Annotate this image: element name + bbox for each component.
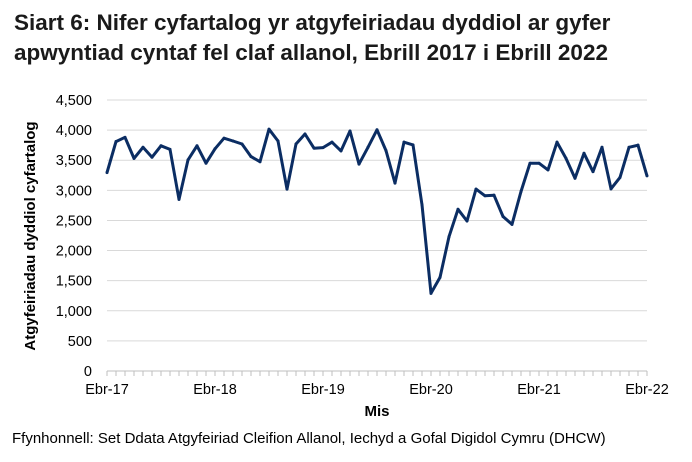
y-tick-label: 3,500: [56, 153, 92, 169]
data-point: [447, 235, 451, 239]
y-tick-label: 2,000: [56, 244, 92, 260]
data-point: [627, 145, 631, 149]
data-point: [150, 155, 154, 159]
y-tick-label: 2,500: [56, 213, 92, 229]
data-point: [564, 156, 568, 160]
data-point: [474, 187, 478, 191]
data-point: [231, 139, 235, 143]
x-tick-label: Ebr-17: [85, 382, 129, 398]
data-point: [339, 149, 343, 153]
data-point: [105, 171, 109, 175]
data-point: [402, 140, 406, 144]
x-tick-label: Ebr-21: [517, 382, 561, 398]
chart-title-line1: Siart 6: Nifer cyfartalog yr atgyfeiriad…: [14, 10, 611, 35]
data-point: [123, 135, 127, 139]
data-point: [456, 207, 460, 211]
data-point: [420, 203, 424, 207]
data-point: [600, 145, 604, 149]
data-point: [591, 170, 595, 174]
y-tick-label: 3,000: [56, 183, 92, 199]
y-tick-label: 0: [84, 364, 92, 380]
data-point: [222, 136, 226, 140]
data-point: [303, 132, 307, 136]
data-point: [537, 161, 541, 165]
data-point: [528, 161, 532, 165]
data-point: [141, 145, 145, 149]
data-point: [312, 146, 316, 150]
data-point: [429, 291, 433, 295]
y-tick-label: 500: [68, 334, 92, 350]
data-point: [609, 187, 613, 191]
x-axis-title: Mis: [364, 403, 389, 420]
data-point: [519, 190, 523, 194]
data-point: [636, 143, 640, 147]
data-point: [573, 176, 577, 180]
data-point: [159, 144, 163, 148]
data-point: [483, 194, 487, 198]
data-point: [195, 144, 199, 148]
y-tick-label: 4,500: [56, 93, 92, 109]
data-point: [393, 181, 397, 185]
data-point: [267, 127, 271, 131]
data-point: [186, 158, 190, 162]
data-point: [465, 219, 469, 223]
x-tick-label: Ebr-18: [193, 382, 237, 398]
chart-title-line2: apwyntiad cyntaf fel claf allanol, Ebril…: [14, 40, 608, 65]
data-point: [258, 160, 262, 164]
data-point: [384, 149, 388, 153]
data-point: [132, 156, 136, 160]
data-point: [294, 142, 298, 146]
data-point: [321, 146, 325, 150]
data-point: [177, 197, 181, 201]
data-point: [348, 129, 352, 133]
source-note: Ffynhonnell: Set Ddata Atgyfeiriad Cleif…: [12, 430, 606, 447]
y-tick-label: 1,000: [56, 304, 92, 320]
x-tick-label: Ebr-20: [409, 382, 453, 398]
data-point: [249, 155, 253, 159]
data-point: [546, 168, 550, 172]
chart-title: Siart 6: Nifer cyfartalog yr atgyfeiriad…: [14, 8, 610, 68]
data-point: [204, 161, 208, 165]
y-tick-label: 4,000: [56, 123, 92, 139]
data-point: [582, 151, 586, 155]
y-tick-label: 1,500: [56, 274, 92, 290]
data-point: [411, 143, 415, 147]
data-point: [366, 145, 370, 149]
data-point: [114, 140, 118, 144]
data-point: [330, 140, 334, 144]
y-axis-title: Atgyfeiriadau dyddiol cyfartalog: [22, 121, 39, 350]
data-point: [492, 193, 496, 197]
data-point: [168, 147, 172, 151]
x-tick-label: Ebr-22: [625, 382, 669, 398]
data-point: [510, 222, 514, 226]
data-point: [501, 215, 505, 219]
data-point: [357, 162, 361, 166]
data-point: [618, 175, 622, 179]
data-point: [645, 174, 649, 178]
data-point: [438, 275, 442, 279]
data-point: [285, 187, 289, 191]
data-point: [375, 128, 379, 132]
data-point: [240, 142, 244, 146]
data-point: [555, 140, 559, 144]
data-point: [213, 147, 217, 151]
data-point: [276, 139, 280, 143]
series-line: [105, 127, 649, 295]
x-tick-label: Ebr-19: [301, 382, 345, 398]
